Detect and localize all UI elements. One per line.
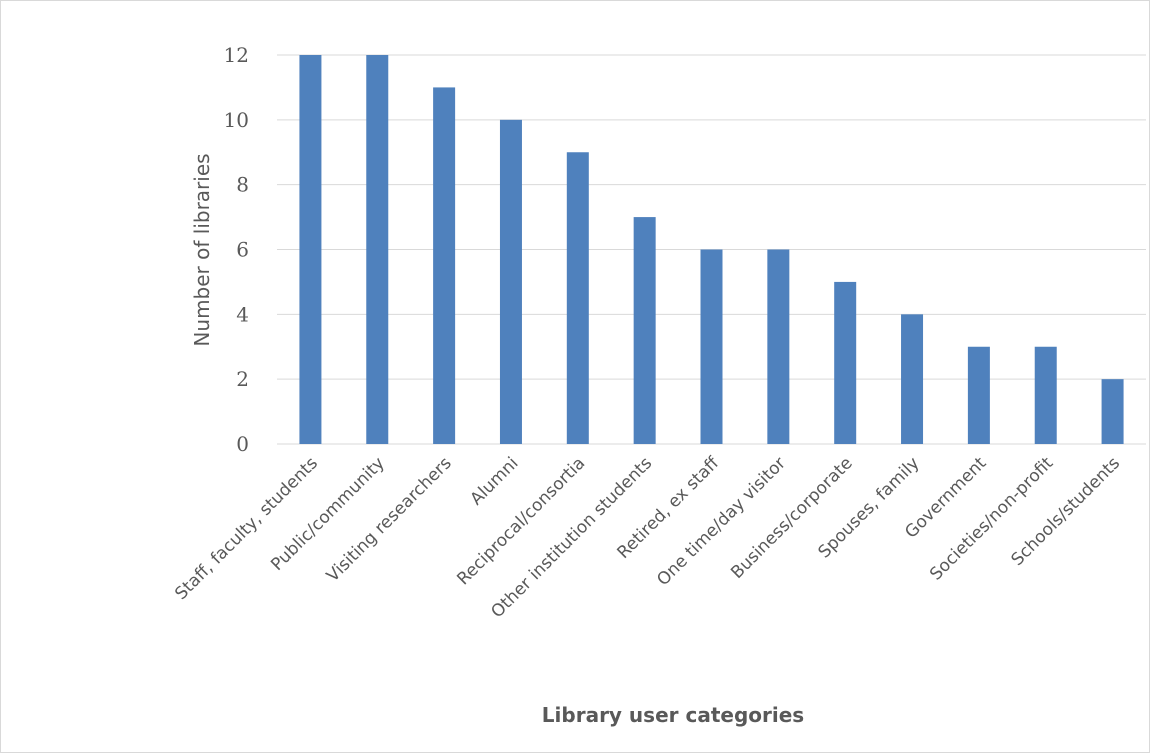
x-tick-label: Reciprocal/consortia xyxy=(453,453,589,589)
bar xyxy=(633,217,656,444)
x-tick-label: Alumni xyxy=(467,453,523,509)
bar xyxy=(366,55,389,444)
bars xyxy=(299,55,1124,445)
y-tick-label: 12 xyxy=(224,43,249,67)
bar xyxy=(433,87,456,445)
bar xyxy=(299,55,322,444)
bar xyxy=(834,281,857,444)
y-tick-label: 2 xyxy=(236,367,249,391)
y-tick-label: 6 xyxy=(236,238,249,262)
x-tick-label: Public/community xyxy=(267,453,389,575)
bar xyxy=(499,119,522,444)
bar xyxy=(1101,379,1124,444)
x-tick-labels: Staff, faculty, studentsPublic/community… xyxy=(171,452,1124,622)
y-axis-title: Number of libraries xyxy=(190,153,214,346)
x-axis-title: Library user categories xyxy=(542,703,804,727)
bar xyxy=(967,346,990,444)
y-tick-label: 8 xyxy=(236,173,249,197)
y-tick-label: 10 xyxy=(224,108,249,132)
y-tick-label: 0 xyxy=(236,432,249,456)
bar xyxy=(901,314,924,444)
y-tick-labels: 0 2 4 6 8 10 12 xyxy=(224,43,249,456)
x-tick-label: One time/day visitor xyxy=(653,453,790,590)
x-tick-label: Societies/non-profit xyxy=(926,453,1057,584)
x-tick-label: Business/corporate xyxy=(727,453,857,583)
y-tick-label: 4 xyxy=(236,302,249,326)
bar xyxy=(700,249,723,444)
bar xyxy=(767,249,790,444)
bar xyxy=(566,152,589,444)
bar xyxy=(1034,346,1057,444)
x-tick-label: Visiting researchers xyxy=(323,453,456,586)
